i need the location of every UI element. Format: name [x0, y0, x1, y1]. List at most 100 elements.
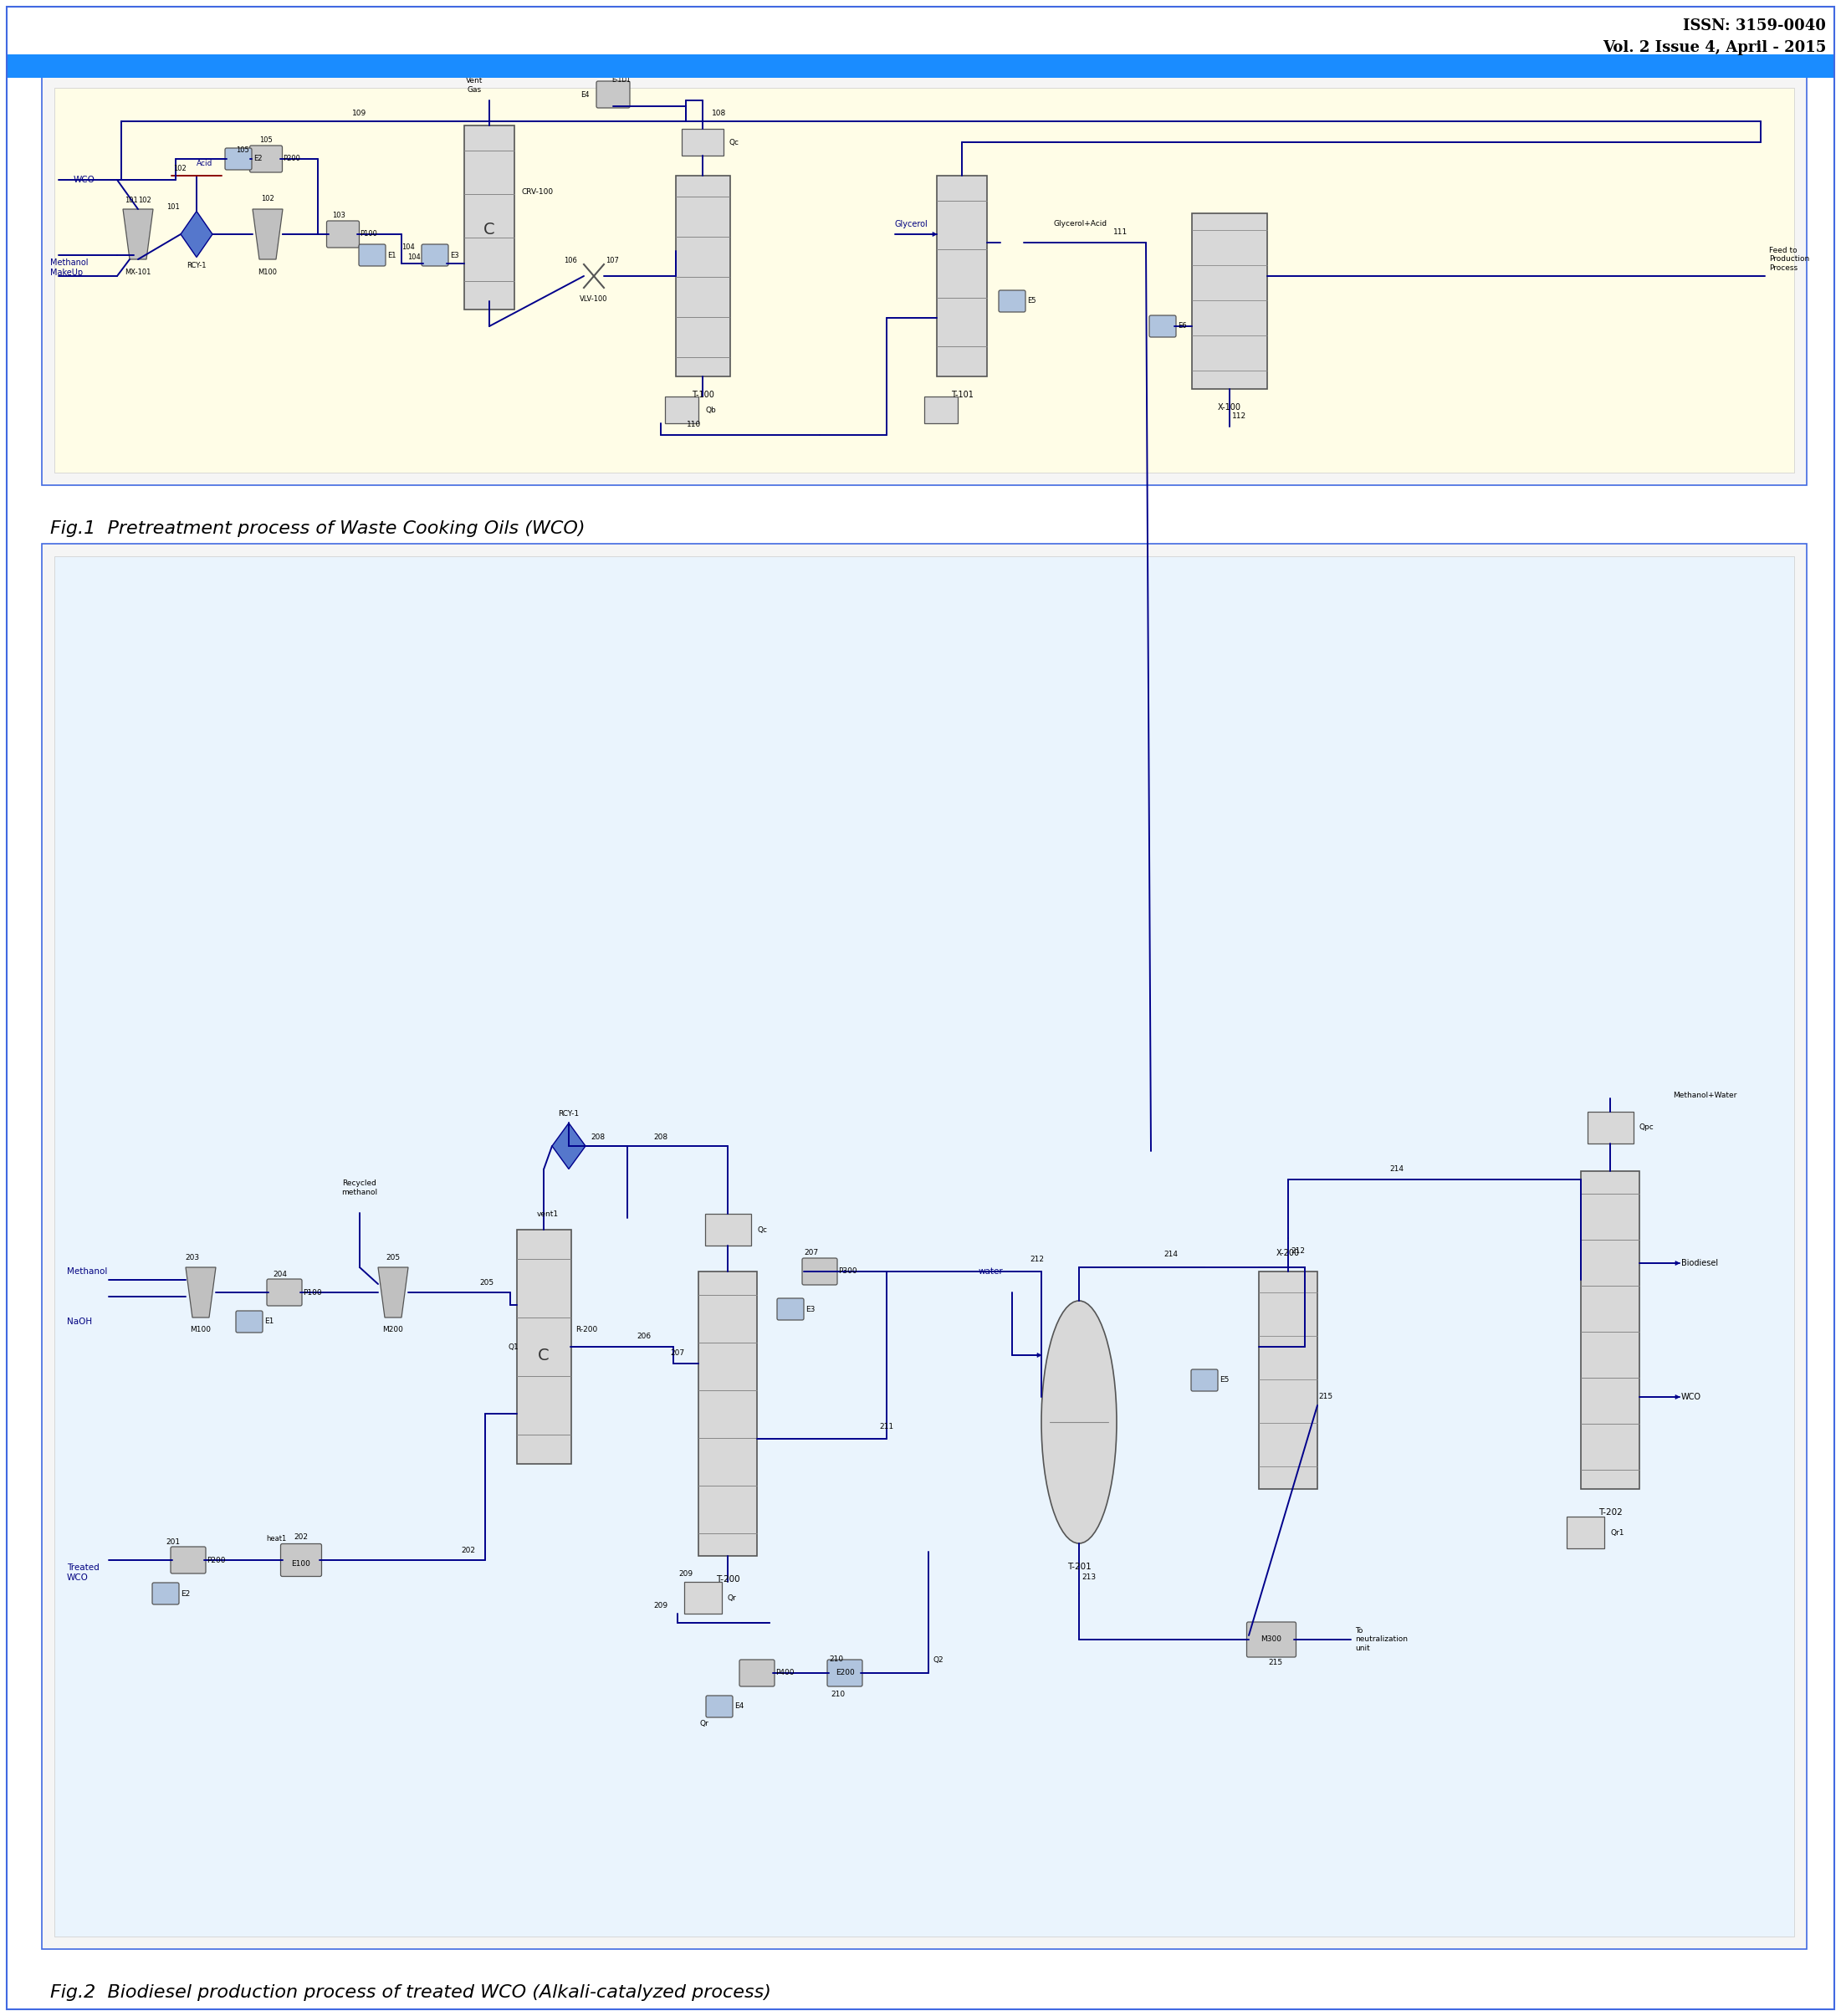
Polygon shape [1675, 1395, 1679, 1399]
Bar [698, 1272, 757, 1556]
Text: Qr1: Qr1 [1611, 1528, 1624, 1536]
Text: 210: 210 [828, 1655, 843, 1663]
Text: T-100: T-100 [692, 391, 714, 399]
Polygon shape [933, 232, 937, 236]
Text: 209: 209 [679, 1570, 692, 1579]
Text: 203: 203 [186, 1254, 199, 1262]
Text: T-201: T-201 [1068, 1562, 1092, 1570]
Text: Vent
Gas: Vent Gas [466, 77, 482, 93]
Text: X-100: X-100 [1219, 403, 1241, 411]
Bar [42, 75, 1806, 486]
Text: 215: 215 [1268, 1659, 1283, 1667]
Text: To
neutralization
unit: To neutralization unit [1355, 1627, 1408, 1651]
Text: Methanol
MakeUp: Methanol MakeUp [50, 258, 88, 276]
Text: 207: 207 [670, 1351, 685, 1357]
Text: ISSN: 3159-0040: ISSN: 3159-0040 [1683, 18, 1826, 34]
Text: 105: 105 [260, 137, 272, 145]
Text: WCO: WCO [1681, 1393, 1701, 1401]
Text: 215: 215 [1318, 1393, 1333, 1401]
Text: Qc: Qc [729, 139, 740, 145]
Text: T-200: T-200 [716, 1574, 740, 1583]
Text: 101: 101 [166, 204, 180, 212]
Text: 112: 112 [1232, 411, 1246, 419]
Text: 103: 103 [331, 212, 346, 220]
Text: Methanol+Water: Methanol+Water [1673, 1093, 1736, 1099]
Text: Recycled
methanol: Recycled methanol [342, 1179, 377, 1195]
Text: 201: 201 [166, 1538, 180, 1546]
Text: P200: P200 [206, 1556, 225, 1564]
Text: P100: P100 [302, 1288, 322, 1296]
Text: water: water [979, 1268, 1003, 1276]
Text: M100: M100 [190, 1327, 212, 1335]
Text: 102: 102 [138, 198, 151, 204]
FancyBboxPatch shape [267, 1278, 302, 1306]
Text: E200: E200 [836, 1669, 854, 1677]
FancyBboxPatch shape [326, 222, 359, 248]
FancyBboxPatch shape [998, 290, 1025, 312]
FancyBboxPatch shape [422, 244, 449, 266]
Text: Qc: Qc [757, 1226, 768, 1234]
Text: 105: 105 [236, 147, 249, 155]
Text: Fig.1  Pretreatment process of Waste Cooking Oils (WCO): Fig.1 Pretreatment process of Waste Cook… [50, 520, 585, 536]
Text: E4: E4 [582, 91, 589, 99]
Text: E1: E1 [265, 1318, 274, 1325]
Polygon shape [252, 210, 284, 260]
Text: 206: 206 [637, 1333, 652, 1341]
Text: E5: E5 [1219, 1377, 1230, 1385]
Text: E6: E6 [1178, 323, 1187, 331]
Text: M100: M100 [258, 268, 278, 276]
Text: vent1: vent1 [538, 1212, 560, 1218]
Text: T-101: T-101 [950, 391, 974, 399]
Text: 204: 204 [272, 1270, 287, 1278]
Text: 209: 209 [654, 1603, 668, 1611]
Text: R-200: R-200 [576, 1327, 598, 1335]
FancyBboxPatch shape [225, 147, 252, 169]
Text: Qr: Qr [727, 1595, 736, 1601]
Text: 212: 212 [1031, 1256, 1044, 1262]
Text: Acid: Acid [197, 159, 214, 167]
Bar [665, 397, 698, 423]
Text: E3: E3 [449, 252, 458, 258]
FancyBboxPatch shape [1191, 1369, 1219, 1391]
Text: P200: P200 [284, 155, 300, 163]
FancyBboxPatch shape [171, 1546, 206, 1572]
Text: M200: M200 [383, 1327, 403, 1335]
Polygon shape [552, 1123, 585, 1169]
Polygon shape [377, 1268, 409, 1318]
Text: heat1: heat1 [265, 1536, 285, 1542]
Polygon shape [1036, 1353, 1042, 1357]
Text: Glycerol+Acid: Glycerol+Acid [1053, 220, 1108, 228]
Bar [1587, 1111, 1633, 1143]
Text: VLV-100: VLV-100 [580, 296, 608, 302]
Text: 208: 208 [591, 1133, 606, 1141]
Text: 104: 104 [401, 244, 414, 250]
Text: 205: 205 [479, 1278, 493, 1286]
FancyBboxPatch shape [777, 1298, 805, 1320]
Text: 111: 111 [1114, 228, 1129, 236]
Text: Q2: Q2 [933, 1657, 944, 1665]
Text: NaOH: NaOH [66, 1318, 92, 1327]
Text: 104: 104 [407, 254, 420, 260]
Bar [676, 175, 729, 377]
Text: 110: 110 [687, 421, 701, 429]
FancyBboxPatch shape [1246, 1623, 1296, 1657]
Text: Qb: Qb [705, 405, 716, 413]
Bar [681, 129, 724, 155]
FancyBboxPatch shape [705, 1695, 733, 1718]
Text: 202: 202 [460, 1546, 475, 1554]
FancyBboxPatch shape [596, 81, 630, 109]
Polygon shape [186, 1268, 215, 1318]
Text: 107: 107 [606, 258, 619, 264]
Text: X-200: X-200 [1276, 1250, 1300, 1258]
Bar [705, 1214, 751, 1246]
Text: P400: P400 [775, 1669, 793, 1677]
Bar [464, 125, 514, 310]
Text: 208: 208 [654, 1133, 668, 1141]
FancyBboxPatch shape [153, 1583, 179, 1605]
Bar [1259, 1272, 1318, 1490]
FancyBboxPatch shape [359, 244, 385, 266]
FancyBboxPatch shape [740, 1659, 775, 1687]
Text: Methanol: Methanol [66, 1268, 107, 1276]
Bar [1191, 214, 1267, 389]
Text: 205: 205 [387, 1254, 399, 1262]
